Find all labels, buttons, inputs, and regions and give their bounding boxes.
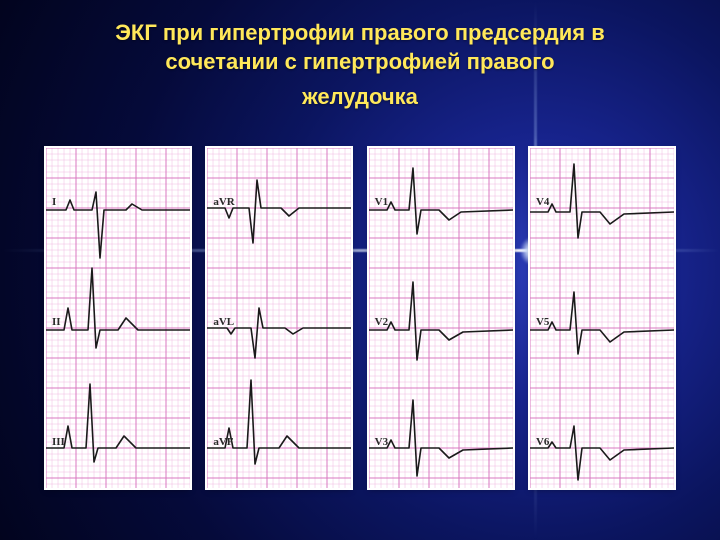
title-line: желудочка <box>0 82 720 111</box>
ecg-panel: V1V2V3 <box>369 148 513 488</box>
ecg-svg <box>46 148 190 488</box>
slide: ЭКГ при гипертрофии правого предсердия в… <box>0 0 720 540</box>
ecg-svg <box>530 148 674 488</box>
title-line: ЭКГ при гипертрофии правого предсердия в <box>0 18 720 47</box>
ecg-panels-row: IIIIIIaVRaVLaVFV1V2V3V4V5V6 <box>46 148 674 488</box>
ecg-panel: V4V5V6 <box>530 148 674 488</box>
slide-title: ЭКГ при гипертрофии правого предсердия в… <box>0 18 720 111</box>
ecg-panel: IIIIII <box>46 148 190 488</box>
ecg-panel: aVRaVLaVF <box>207 148 351 488</box>
ecg-svg <box>207 148 351 488</box>
title-line: сочетании с гипертрофией правого <box>0 47 720 76</box>
ecg-svg <box>369 148 513 488</box>
